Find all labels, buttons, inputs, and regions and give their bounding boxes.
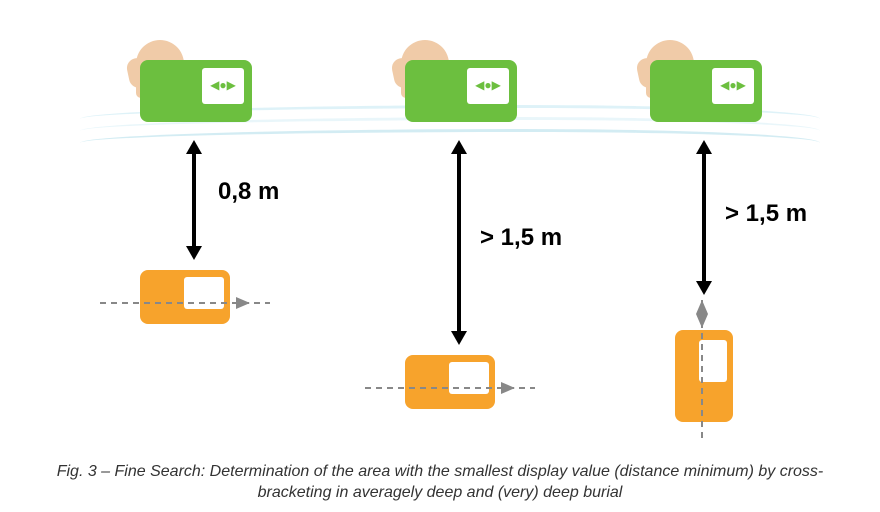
distance-label: 0,8 m (218, 178, 279, 206)
signal-axis-line (694, 300, 710, 440)
figure-stage: ◀●▶ 0,8 m ◀●▶ (0, 0, 880, 512)
figure-caption: Fig. 3 – Fine Search: Determination of t… (0, 461, 880, 504)
distance-arrow (0, 0, 300, 150)
distance-arrow-svg (447, 140, 471, 345)
transceiver-screen: ◀●▶ (467, 68, 509, 104)
distance-arrow-svg (182, 140, 206, 260)
direction-arrows-icon: ◀●▶ (467, 78, 509, 92)
direction-arrows-icon: ◀●▶ (712, 78, 754, 92)
distance-label: > 1,5 m (480, 224, 562, 252)
transceiver-handheld: ◀●▶ (650, 60, 762, 122)
distance-arrow-svg (692, 140, 716, 295)
distance-label: > 1,5 m (725, 200, 807, 228)
transceiver-screen: ◀●▶ (712, 68, 754, 104)
transceiver-handheld: ◀●▶ (405, 60, 517, 122)
